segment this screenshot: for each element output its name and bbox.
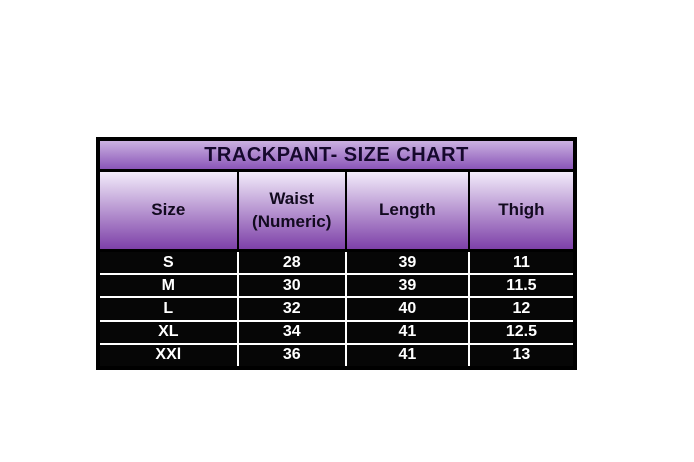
table-cell: 41 — [346, 321, 470, 343]
column-header-label: (Numeric) — [252, 211, 332, 231]
table-cell: 41 — [346, 344, 470, 367]
table-row: XXl 36 41 13 — [100, 342, 573, 367]
table-body: S 28 39 11 M 30 39 11.5 L 32 40 12 XL 34 41 12.5 XXl 36 41… — [100, 249, 573, 367]
table-cell: 28 — [238, 252, 347, 274]
table-cell: S — [100, 252, 239, 274]
table-cell: 13 — [469, 344, 573, 367]
table-row: M 30 39 11.5 — [100, 273, 573, 297]
table-cell: 11.5 — [469, 275, 573, 297]
column-header-label: Thigh — [498, 200, 545, 220]
table-title: TRACKPANT- SIZE CHART — [100, 141, 573, 169]
table-cell: 32 — [238, 298, 347, 320]
column-header-thigh: Thigh — [470, 172, 573, 249]
column-header-label: Size — [151, 200, 186, 220]
table-cell: 11 — [469, 252, 573, 274]
table-cell: XXl — [100, 344, 239, 367]
column-header-label: Waist — [269, 188, 315, 208]
column-header-length: Length — [347, 172, 470, 249]
table-cell: 34 — [238, 321, 347, 343]
table-cell: 40 — [346, 298, 470, 320]
column-header-label: Length — [379, 200, 436, 220]
table-cell: L — [100, 298, 239, 320]
table-cell: 36 — [238, 344, 347, 367]
size-chart-table: TRACKPANT- SIZE CHART Size Waist (Numeric)… — [96, 137, 577, 370]
table-cell: 12 — [469, 298, 573, 320]
table-cell: M — [100, 275, 239, 297]
table-header-row: Size Waist (Numeric) Length Thigh — [100, 169, 573, 249]
table-cell: 39 — [346, 252, 470, 274]
table-row: L 32 40 12 — [100, 296, 573, 320]
table-cell: XL — [100, 321, 239, 343]
table-cell: 39 — [346, 275, 470, 297]
column-header-size: Size — [100, 172, 239, 249]
column-header-waist: Waist (Numeric) — [239, 172, 347, 249]
table-cell: 12.5 — [469, 321, 573, 343]
table-cell: 30 — [238, 275, 347, 297]
table-row: S 28 39 11 — [100, 252, 573, 274]
table-row: XL 34 41 12.5 — [100, 319, 573, 343]
